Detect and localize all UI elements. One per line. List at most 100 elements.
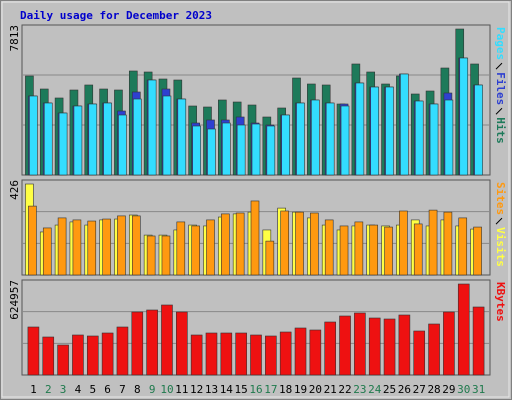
bar — [325, 102, 335, 176]
bar — [118, 114, 127, 176]
legend-separator — [495, 107, 503, 115]
y-max-label: 624957 — [8, 280, 21, 320]
x-tick-label: 7 — [119, 383, 126, 396]
x-tick-label: 31 — [472, 383, 485, 396]
bar — [207, 128, 216, 176]
x-tick-label: 14 — [220, 383, 234, 396]
bar — [72, 219, 82, 276]
legend-entry: Files — [494, 72, 507, 105]
bar — [370, 86, 380, 176]
bar — [88, 103, 98, 176]
bar — [235, 332, 247, 376]
bar — [354, 312, 366, 376]
bar — [265, 240, 275, 276]
bar — [398, 314, 411, 376]
bar — [191, 225, 200, 276]
bar — [384, 226, 393, 276]
legend-separator — [495, 217, 503, 225]
bar — [42, 336, 55, 376]
bar — [101, 332, 114, 376]
bar — [368, 317, 381, 376]
x-tick-label: 2 — [45, 383, 52, 396]
y-max-label: 7813 — [8, 25, 21, 52]
bar — [339, 315, 351, 376]
legend-entry: KBytes — [494, 282, 507, 322]
x-tick-label: 25 — [383, 383, 396, 396]
legend-entry: Pages — [494, 27, 507, 60]
bar — [236, 124, 246, 176]
bar — [474, 84, 483, 176]
bar — [296, 102, 305, 176]
bar — [309, 329, 322, 376]
bar — [206, 219, 215, 276]
bar — [102, 218, 111, 276]
legend-entry: Visits — [494, 227, 507, 267]
bar — [280, 210, 289, 276]
bar — [192, 125, 201, 176]
x-tick-label: 11 — [175, 383, 188, 396]
x-tick-label: 15 — [235, 383, 248, 396]
x-tick-label: 17 — [264, 383, 277, 396]
bar — [131, 215, 141, 276]
x-tick-label: 21 — [324, 383, 337, 396]
x-tick-label: 3 — [60, 383, 67, 396]
x-tick-label: 29 — [442, 383, 455, 396]
bar — [146, 235, 156, 276]
bar — [369, 224, 379, 276]
bar — [265, 335, 277, 376]
bar — [146, 309, 158, 376]
bar — [161, 304, 173, 376]
bar — [251, 123, 261, 176]
bar — [281, 114, 290, 176]
x-tick-label: 6 — [104, 383, 111, 396]
bar — [399, 210, 408, 276]
chart-title: Daily usage for December 2023 — [20, 9, 212, 22]
bar — [58, 112, 68, 176]
bar — [295, 211, 304, 276]
bar — [86, 335, 99, 376]
bar — [414, 100, 424, 176]
x-tick-label: 9 — [149, 383, 156, 396]
bar — [103, 102, 112, 176]
bar — [473, 226, 482, 276]
x-tick-label: 8 — [134, 383, 141, 396]
x-tick-label: 18 — [279, 383, 292, 396]
bar — [457, 283, 470, 376]
x-tick-label: 30 — [457, 383, 470, 396]
legend-separator — [495, 62, 503, 70]
x-tick-label: 20 — [309, 383, 322, 396]
bar — [310, 212, 319, 276]
bar — [354, 221, 364, 276]
bar — [205, 332, 218, 376]
bar — [220, 332, 233, 376]
bar — [222, 122, 231, 176]
bar — [443, 311, 455, 376]
bar — [443, 211, 453, 276]
x-tick-label: 19 — [294, 383, 307, 396]
bar — [459, 57, 469, 176]
bar — [472, 306, 485, 376]
bar — [340, 105, 350, 176]
bar — [57, 344, 69, 376]
bar — [162, 95, 172, 176]
x-tick-label: 28 — [427, 383, 440, 396]
bar — [221, 213, 230, 276]
bar — [72, 334, 84, 376]
x-tick-label: 26 — [398, 383, 411, 396]
x-tick-label: 24 — [368, 383, 382, 396]
bar — [42, 227, 52, 276]
y-max-label: 426 — [8, 180, 21, 200]
bar — [116, 326, 129, 376]
bar — [428, 323, 440, 376]
x-tick-label: 22 — [338, 383, 351, 396]
bar — [250, 334, 262, 376]
bar — [385, 86, 394, 176]
bar — [43, 102, 53, 176]
bar — [458, 217, 468, 276]
legend-entry: Hits — [494, 117, 507, 144]
x-tick-label: 16 — [249, 383, 262, 396]
legend-entry: Sites — [494, 182, 507, 215]
